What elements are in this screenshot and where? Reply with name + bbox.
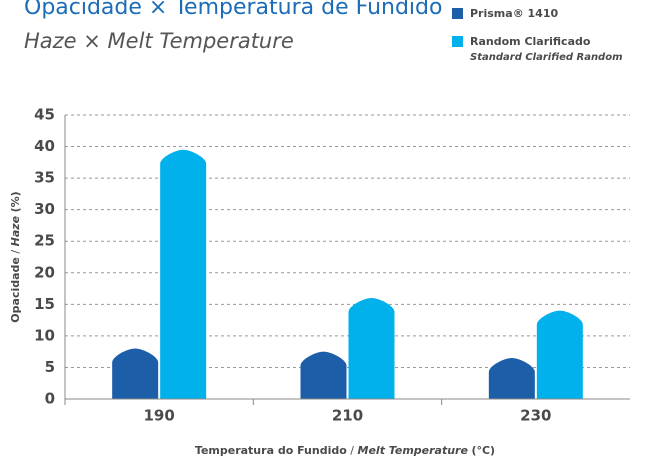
legend-label: Prisma® 1410 <box>470 7 558 20</box>
bar <box>112 348 159 399</box>
y-tick-label: 45 <box>34 106 55 124</box>
y-axis-label: Opacidade / Haze (%) <box>9 191 22 322</box>
y-tick-label: 15 <box>34 295 55 313</box>
x-label-part: Temperatura do Fundido <box>195 444 347 457</box>
x-axis-label: Temperatura do Fundido / Melt Temperatur… <box>195 444 495 457</box>
y-tick-label: 30 <box>34 200 55 218</box>
y-tick-label: 10 <box>34 326 55 344</box>
x-tick-label: 230 <box>520 407 551 425</box>
bar <box>160 149 207 399</box>
legend-swatch <box>452 36 463 47</box>
y-tick-label: 5 <box>45 358 55 376</box>
y-label-part: / <box>9 250 22 254</box>
y-tick-label: 25 <box>34 232 55 250</box>
y-label-part: (%) <box>9 191 22 212</box>
y-tick-label: 20 <box>34 263 55 281</box>
bar <box>300 351 347 399</box>
x-tick-label: 190 <box>144 407 175 425</box>
x-label-part: / <box>350 444 354 457</box>
legend-swatch <box>452 8 463 19</box>
x-label-part: Melt Temperature <box>358 444 469 457</box>
legend-label: Random Clarificado <box>470 35 591 48</box>
y-tick-label: 0 <box>45 390 55 408</box>
y-tick-label: 35 <box>34 169 55 187</box>
chart-subtitle: Haze × Melt Temperature <box>24 29 294 53</box>
x-tick-label: 210 <box>332 407 363 425</box>
bar <box>348 298 395 399</box>
chart-title: Opacidade × Temperatura de Fundido <box>24 0 442 20</box>
y-label-part: Opacidade <box>9 257 22 323</box>
x-label-part: (°C) <box>471 444 495 457</box>
y-tick-label: 40 <box>34 137 55 155</box>
y-label-part: Haze <box>9 215 22 246</box>
bar <box>488 357 535 399</box>
bar <box>536 310 583 399</box>
legend-sublabel: Standard Clarified Random <box>470 52 623 63</box>
